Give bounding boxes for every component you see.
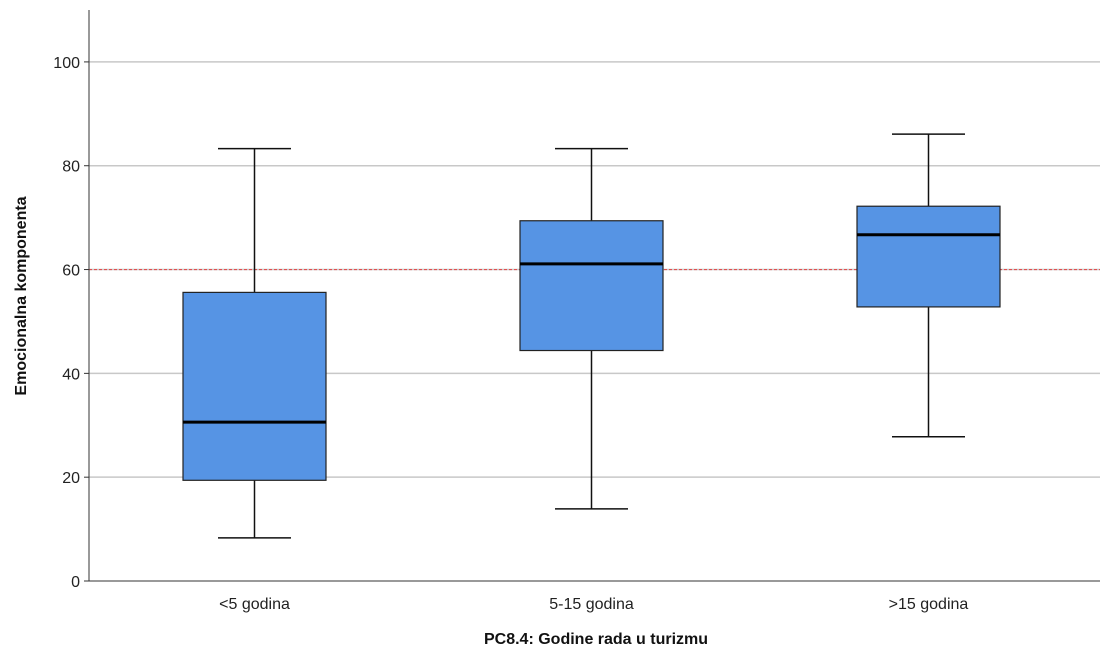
axes <box>88 10 1100 582</box>
y-tick-label: 80 <box>62 159 80 176</box>
box-group <box>182 147 327 539</box>
x-tick-label: >15 godina <box>889 596 969 613</box>
y-tick-label: 20 <box>62 470 80 487</box>
y-tick-labels: 0 20 40 60 80 100 <box>53 55 80 591</box>
y-tick-label: 0 <box>71 574 80 591</box>
iqr-box <box>519 220 664 352</box>
boxes <box>182 133 1001 539</box>
box-group <box>519 147 664 510</box>
box-group <box>856 133 1001 438</box>
y-tick-label: 60 <box>62 263 80 280</box>
y-tick-label: 100 <box>53 55 80 72</box>
x-tick-labels: <5 godina 5-15 godina >15 godina <box>219 596 968 613</box>
iqr-box <box>856 205 1001 308</box>
y-axis-title: Emocionalna komponenta <box>13 196 30 395</box>
y-tick-label: 40 <box>62 366 80 383</box>
x-tick-label: 5-15 godina <box>549 596 634 613</box>
x-axis-title: PC8.4: Godine rada u turizmu <box>484 631 708 648</box>
iqr-box <box>182 291 327 481</box>
x-tick-label: <5 godina <box>219 596 290 613</box>
